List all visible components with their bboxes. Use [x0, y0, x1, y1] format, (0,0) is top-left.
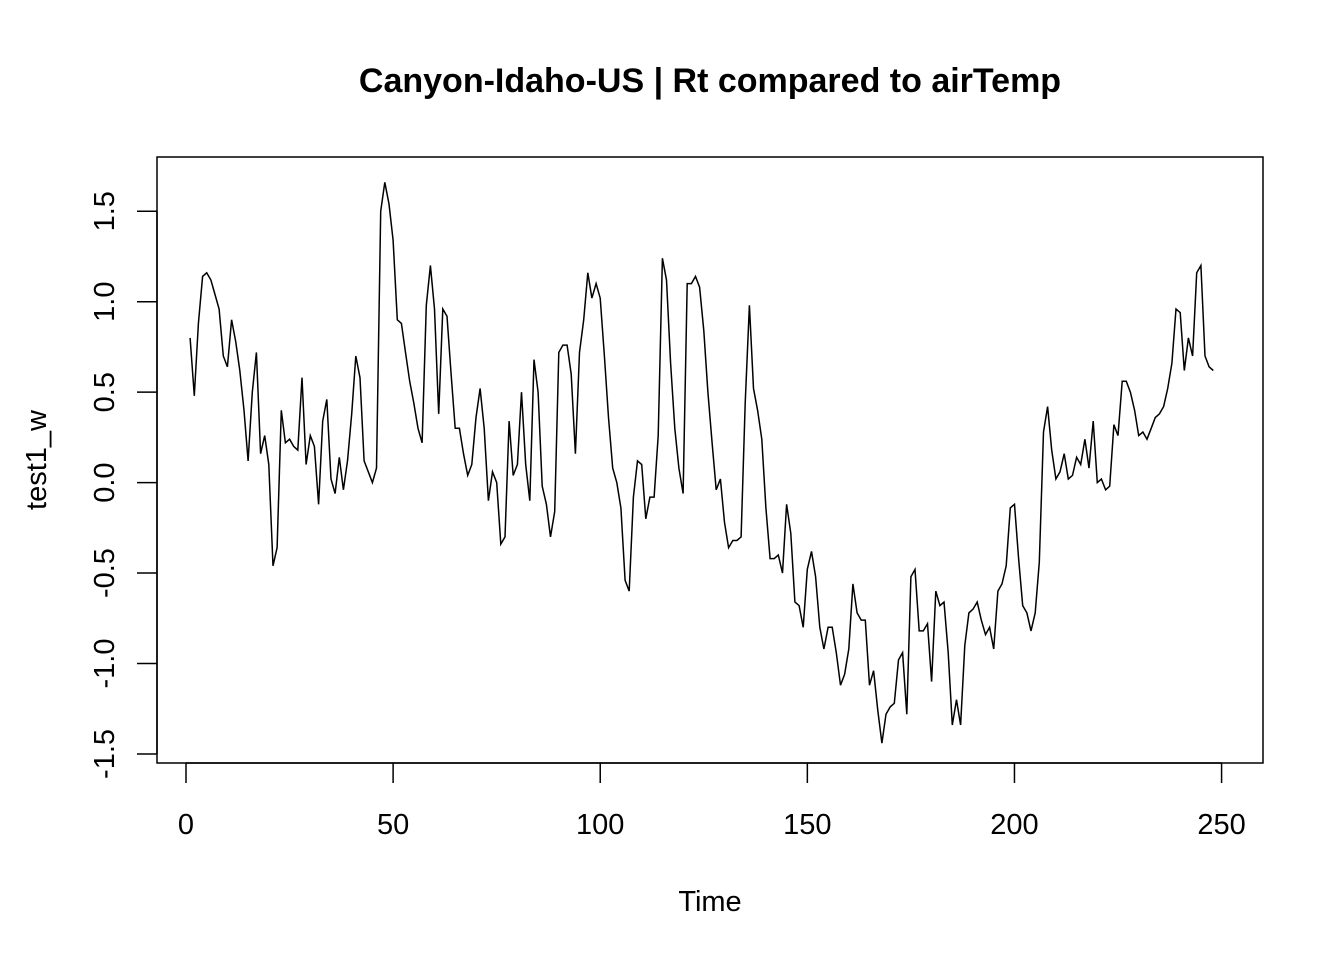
x-tick-label: 250: [1197, 809, 1245, 841]
chart-title: Canyon-Idaho-US | Rt compared to airTemp: [359, 62, 1061, 100]
y-tick-label: 1.5: [89, 191, 121, 231]
y-tick-label: -1.5: [89, 729, 121, 779]
y-axis-label: test1_w: [21, 409, 53, 510]
x-axis: 0 50 100 150 200 250: [178, 762, 1246, 841]
series-line: [189, 182, 1214, 744]
x-tick-label: 150: [783, 809, 831, 841]
x-tick-label: 0: [178, 809, 194, 841]
x-tick-label: 50: [377, 809, 409, 841]
x-axis-label: Time: [678, 886, 741, 918]
y-axis: -1.5 -1.0 -0.5 0.0 0.5 1.0 1.5: [89, 191, 158, 779]
y-tick-label: 0.5: [89, 372, 121, 412]
x-tick-label: 200: [990, 809, 1038, 841]
y-tick-label: 0.0: [89, 462, 121, 502]
y-tick-label: 1.0: [89, 282, 121, 322]
plot-frame: [156, 156, 1264, 764]
x-tick-label: 100: [576, 809, 624, 841]
y-tick-label: -0.5: [89, 548, 121, 598]
y-tick-label: -1.0: [89, 639, 121, 689]
